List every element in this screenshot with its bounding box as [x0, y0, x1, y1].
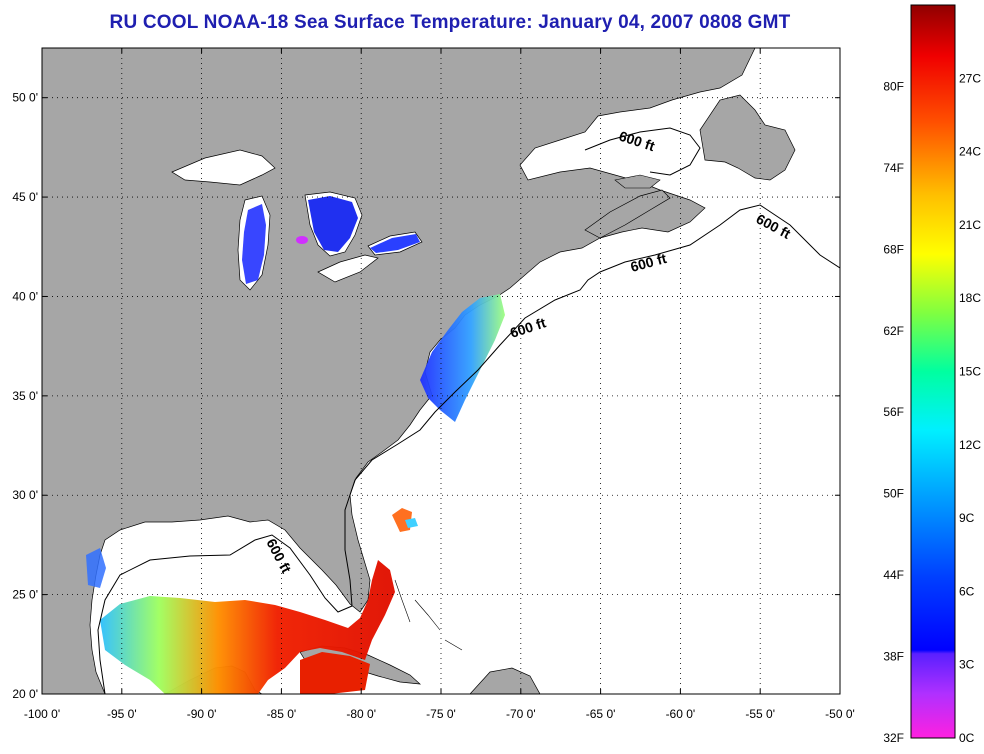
colorbar-c-label: 15C: [959, 365, 981, 379]
colorbar-c-label: 0C: [959, 731, 975, 745]
y-tick-label: 50 0': [12, 91, 38, 105]
colorbar-c-label: 27C: [959, 71, 981, 85]
y-tick-label: 45 0': [12, 190, 38, 204]
x-tick-label: -90 0': [187, 707, 217, 721]
map-title: RU COOL NOAA-18 Sea Surface Temperature:…: [109, 12, 791, 33]
x-tick-label: -95 0': [107, 707, 137, 721]
colorbar-c-label: 21C: [959, 218, 981, 232]
x-tick-label: -80 0': [346, 707, 376, 721]
land-pei: [614, 174, 661, 189]
y-tick-label: 35 0': [12, 389, 38, 403]
land-bahamas: [394, 579, 463, 651]
x-tick-label: -70 0': [506, 707, 536, 721]
sst-texas-coast: [86, 548, 106, 588]
y-tick-label: 40 0': [12, 289, 38, 303]
x-tick-label: -65 0': [586, 707, 616, 721]
land-hispaniola: [469, 667, 541, 694]
sst-lake-michigan: [242, 204, 266, 284]
colorbar-f-label: 32F: [883, 731, 904, 745]
sst-lake-huron: [308, 196, 358, 252]
x-tick-label: -85 0': [267, 707, 297, 721]
y-tick-label: 25 0': [12, 588, 38, 602]
graticule: [42, 48, 840, 694]
sst-mid-atlantic: [420, 294, 505, 422]
y-tick-label: 30 0': [12, 488, 38, 502]
x-tick-label: -100 0': [24, 707, 60, 721]
colorbar-f-label: 50F: [883, 487, 904, 501]
colorbar-c-label: 24C: [959, 145, 981, 159]
x-tick-label: -60 0': [666, 707, 696, 721]
colorbar-c-label: 12C: [959, 438, 981, 452]
sst-carolina-patch-2: [405, 518, 418, 528]
contour-600ft-gulf-stlawrence: [584, 127, 701, 176]
contour-600ft: [97, 204, 840, 694]
sst-florida-straits: [300, 652, 370, 694]
sst-lake-huron-warm: [296, 236, 308, 244]
lake-erie: [317, 254, 379, 283]
sst-carolina-patch: [392, 508, 412, 532]
lake-superior: [171, 149, 276, 186]
land-north-america: [42, 48, 756, 694]
land-nova-scotia: [584, 189, 671, 239]
colorbar-f-label: 62F: [883, 324, 904, 338]
colorbar-f-label: 56F: [883, 405, 904, 419]
x-tick-label: -55 0': [745, 707, 775, 721]
colorbar-f-label: 68F: [883, 242, 904, 256]
colorbar-c-label: 18C: [959, 291, 981, 305]
colorbar-f-label: 74F: [883, 161, 904, 175]
colorbar: [910, 4, 956, 739]
colorbar-celsius-labels: 27C 24C 21C 18C 15C 12C 9C 6C 3C 0C: [959, 71, 981, 745]
colorbar-c-label: 6C: [959, 584, 975, 598]
y-tick-label: 20 0': [12, 687, 38, 701]
sst-lake-erie-ontario: [370, 234, 420, 253]
colorbar-f-label: 38F: [883, 650, 904, 664]
x-tick-label: -75 0': [426, 707, 456, 721]
colorbar-f-label: 44F: [883, 568, 904, 582]
longitude-ticks: -100 0' -95 0' -90 0' -85 0' -80 0' -75 0' -70…: [24, 48, 855, 721]
x-tick-label: -50 0': [825, 707, 855, 721]
sst-gulf-of-mexico: [100, 560, 395, 694]
colorbar-c-label: 3C: [959, 658, 975, 672]
colorbar-f-label: 80F: [883, 79, 904, 93]
latitude-ticks: 50 0' 45 0' 40 0' 35 0' 30 0' 25 0' 20 0': [12, 91, 840, 701]
colorbar-c-label: 9C: [959, 511, 975, 525]
colorbar-fahrenheit-labels: 80F 74F 68F 62F 56F 50F 44F 38F 32F: [883, 79, 904, 745]
